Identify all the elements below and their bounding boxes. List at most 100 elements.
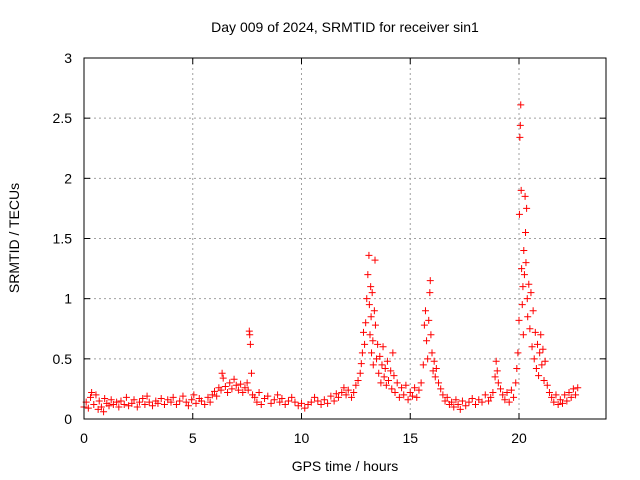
data-point <box>523 295 531 303</box>
data-point <box>101 395 109 403</box>
data-point <box>393 379 401 387</box>
data-point <box>364 271 372 279</box>
data-point <box>88 389 96 397</box>
data-point <box>494 379 502 387</box>
data-point <box>251 393 259 401</box>
data-point <box>317 401 325 409</box>
data-point <box>270 396 278 404</box>
y-tick-label: 1 <box>64 291 72 307</box>
data-point <box>515 210 523 218</box>
data-point <box>122 393 130 401</box>
data-point <box>291 398 299 406</box>
data-point <box>539 345 547 353</box>
data-point <box>526 325 534 333</box>
x-tick-label: 0 <box>80 430 88 446</box>
data-point <box>387 367 395 375</box>
data-point <box>274 391 282 399</box>
data-point <box>523 204 531 212</box>
data-point <box>515 316 523 324</box>
data-point <box>493 367 501 375</box>
data-point <box>356 369 364 377</box>
data-point <box>239 389 247 397</box>
data-point <box>518 301 526 309</box>
data-point <box>330 397 338 405</box>
data-point <box>520 247 528 255</box>
data-point <box>385 376 392 384</box>
data-point <box>516 121 524 129</box>
data-point <box>204 393 212 401</box>
data-point <box>556 396 564 404</box>
data-point <box>149 402 157 410</box>
data-point <box>492 357 500 365</box>
data-point <box>522 228 530 236</box>
x-axis-ticks: 0 5 10 15 20 <box>80 58 527 446</box>
data-point <box>497 385 505 393</box>
data-point <box>503 389 511 397</box>
data-point <box>425 316 433 324</box>
data-point <box>452 396 460 404</box>
data-point <box>246 340 254 348</box>
data-point <box>525 280 533 288</box>
data-point <box>521 192 529 200</box>
data-point <box>517 186 525 194</box>
data-point <box>224 389 232 397</box>
data-point <box>357 360 365 368</box>
data-point <box>530 355 538 363</box>
data-point <box>540 376 548 384</box>
data-point <box>552 391 560 399</box>
y-tick-label: 0.5 <box>53 351 73 367</box>
data-point <box>141 401 149 409</box>
y-tick-label: 2 <box>64 170 72 186</box>
data-point <box>487 393 495 401</box>
data-point <box>376 352 384 360</box>
data-point <box>441 397 449 405</box>
data-point <box>348 393 356 401</box>
data-point <box>371 321 379 329</box>
data-point <box>517 101 525 109</box>
data-point <box>228 385 236 393</box>
data-point <box>281 401 289 409</box>
data-point <box>529 307 537 315</box>
data-point <box>374 340 382 348</box>
data-point <box>458 397 466 405</box>
data-point <box>430 357 438 365</box>
data-point <box>107 396 115 404</box>
data-point <box>278 395 286 403</box>
series-sin1 <box>80 101 582 416</box>
data-point <box>367 283 375 291</box>
data-point <box>365 301 373 309</box>
data-point <box>288 393 296 401</box>
data-point <box>516 133 524 141</box>
data-point <box>519 331 527 339</box>
data-point <box>368 289 376 297</box>
data-point <box>432 364 440 372</box>
data-point <box>408 392 416 400</box>
data-point <box>524 313 532 321</box>
data-point <box>211 387 218 395</box>
data-point <box>505 398 513 406</box>
data-point <box>367 313 375 321</box>
data-point <box>421 307 429 315</box>
data-point <box>145 398 153 406</box>
data-point <box>439 391 447 399</box>
data-point <box>375 369 383 377</box>
data-point <box>301 404 309 412</box>
data-point <box>417 379 425 387</box>
data-point <box>468 395 476 403</box>
data-point <box>420 321 428 329</box>
x-tick-label: 15 <box>402 430 418 446</box>
data-point <box>307 398 315 406</box>
data-point <box>190 391 198 399</box>
data-point <box>133 403 141 411</box>
data-point <box>398 384 406 392</box>
data-point <box>389 349 397 357</box>
data-point <box>454 401 462 409</box>
data-point <box>371 256 379 264</box>
data-point <box>535 372 543 380</box>
data-point <box>244 386 252 394</box>
y-tick-label: 1.5 <box>53 231 73 247</box>
data-point <box>232 381 240 389</box>
data-point <box>143 392 151 400</box>
